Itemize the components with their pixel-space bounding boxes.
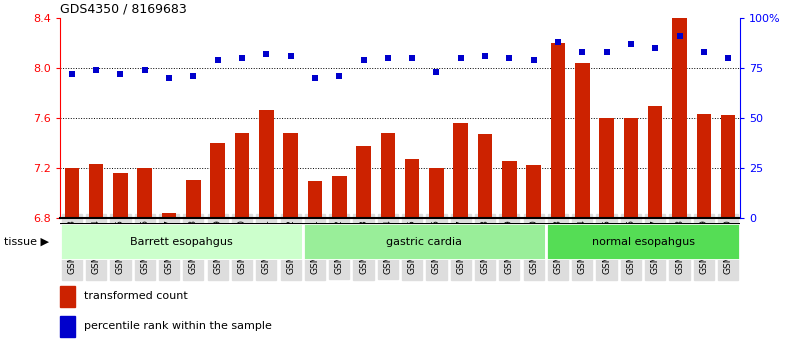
Point bbox=[139, 67, 151, 73]
Point bbox=[552, 39, 564, 45]
Bar bbox=[454, 123, 468, 218]
Bar bbox=[551, 43, 565, 218]
Bar bbox=[357, 147, 371, 218]
Point bbox=[187, 73, 200, 79]
Bar bbox=[546, 223, 740, 260]
Point bbox=[333, 73, 345, 79]
Text: normal esopahgus: normal esopahgus bbox=[591, 236, 695, 247]
Bar bbox=[696, 114, 711, 218]
Text: GDS4350 / 8169683: GDS4350 / 8169683 bbox=[60, 2, 186, 15]
Bar bbox=[721, 115, 736, 218]
Point bbox=[236, 55, 248, 61]
Bar bbox=[429, 168, 443, 218]
Point bbox=[527, 57, 540, 63]
Point bbox=[90, 67, 103, 73]
Bar bbox=[235, 133, 249, 218]
Point bbox=[697, 49, 710, 55]
Bar bbox=[60, 223, 302, 260]
Text: percentile rank within the sample: percentile rank within the sample bbox=[84, 321, 271, 331]
Bar bbox=[575, 63, 590, 218]
Bar bbox=[380, 133, 395, 218]
Point bbox=[260, 51, 273, 57]
Bar bbox=[186, 180, 201, 218]
Point bbox=[455, 55, 467, 61]
Point bbox=[600, 49, 613, 55]
Text: Barrett esopahgus: Barrett esopahgus bbox=[130, 236, 232, 247]
Bar bbox=[332, 176, 346, 218]
Bar bbox=[307, 182, 322, 218]
Bar bbox=[113, 173, 127, 218]
Point bbox=[357, 57, 370, 63]
Bar bbox=[60, 316, 75, 337]
Point bbox=[576, 49, 589, 55]
Bar bbox=[478, 134, 493, 218]
Bar bbox=[405, 159, 419, 218]
Bar bbox=[259, 110, 274, 218]
Point bbox=[284, 53, 297, 58]
Point bbox=[673, 33, 686, 39]
Bar bbox=[623, 118, 638, 218]
Bar bbox=[210, 143, 225, 218]
Point bbox=[478, 53, 491, 58]
Point bbox=[430, 69, 443, 75]
Point bbox=[722, 55, 735, 61]
Point bbox=[625, 41, 638, 46]
Point bbox=[649, 45, 661, 51]
Point bbox=[309, 75, 322, 80]
Bar bbox=[283, 133, 298, 218]
Text: gastric cardia: gastric cardia bbox=[386, 236, 462, 247]
Point bbox=[114, 71, 127, 76]
Bar bbox=[89, 164, 103, 218]
Text: tissue ▶: tissue ▶ bbox=[4, 236, 49, 247]
Point bbox=[381, 55, 394, 61]
Point bbox=[406, 55, 419, 61]
Point bbox=[503, 55, 516, 61]
Bar bbox=[526, 165, 541, 218]
Bar bbox=[502, 161, 517, 218]
Bar bbox=[64, 168, 79, 218]
Bar bbox=[60, 286, 75, 307]
Bar bbox=[599, 118, 614, 218]
Point bbox=[65, 71, 78, 76]
Point bbox=[162, 75, 175, 80]
Point bbox=[211, 57, 224, 63]
Text: transformed count: transformed count bbox=[84, 291, 188, 301]
Bar bbox=[302, 223, 546, 260]
Bar bbox=[162, 213, 177, 218]
Bar bbox=[672, 18, 687, 218]
Bar bbox=[648, 107, 662, 218]
Bar bbox=[138, 168, 152, 218]
